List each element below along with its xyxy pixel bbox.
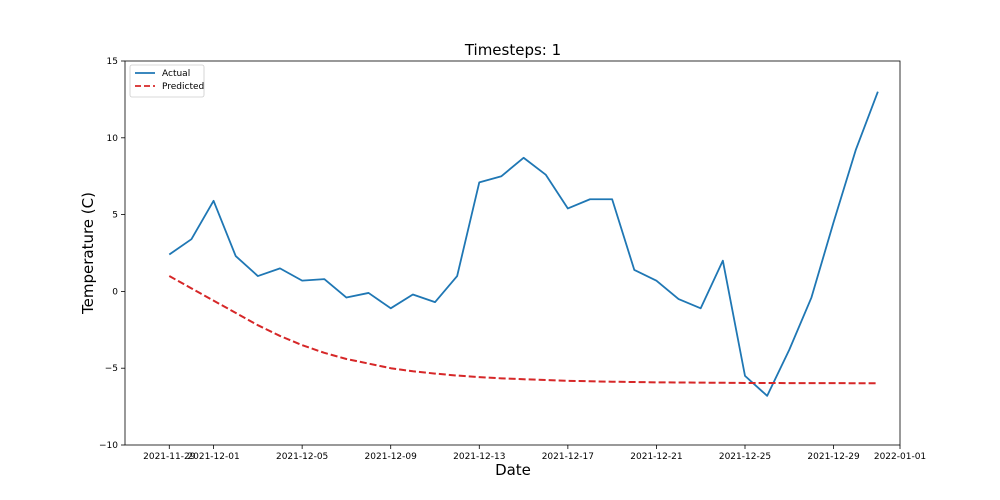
y-tick-label: −10	[99, 441, 118, 451]
y-axis-title: Temperature (C)	[79, 192, 97, 315]
legend-label-actual: Actual	[162, 69, 190, 79]
y-tick-label: 0	[112, 287, 118, 297]
legend-label-predicted: Predicted	[162, 82, 204, 92]
x-tick-label: 2021-12-13	[453, 452, 505, 462]
series-line-actual	[168, 91, 879, 397]
x-tick-label: 2021-12-29	[807, 452, 860, 462]
chart-title: Timesteps: 1	[464, 41, 561, 59]
x-tick-label: 2021-11-29	[143, 452, 196, 462]
plot-frame	[124, 60, 901, 446]
x-tick-label: 2022-01-01	[874, 452, 926, 462]
x-tick-label: 2021-12-17	[542, 452, 594, 462]
x-tick-label: 2021-12-05	[276, 452, 328, 462]
series-line-predicted	[168, 275, 878, 385]
x-tick-label: 2021-12-25	[719, 452, 771, 462]
x-tick-label: 2021-12-21	[630, 452, 682, 462]
y-tick-label: 5	[112, 211, 118, 221]
y-tick-label: 10	[107, 134, 119, 144]
x-tick-label: 2021-12-01	[187, 452, 239, 462]
y-tick-label: 15	[107, 57, 118, 67]
y-tick-label: −5	[105, 364, 118, 374]
x-axis-title: Date	[495, 461, 531, 479]
x-tick-label: 2021-12-09	[365, 452, 418, 462]
